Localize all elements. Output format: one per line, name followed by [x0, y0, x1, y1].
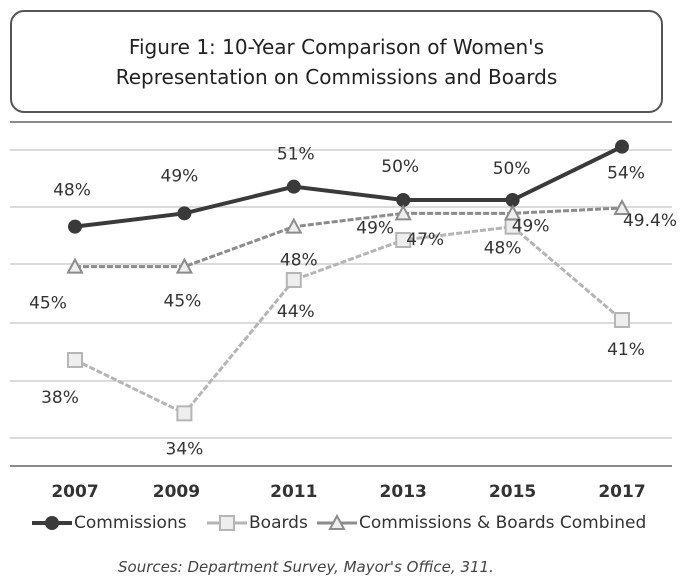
- x-tick-label: 2017: [598, 482, 645, 502]
- data-label: 45%: [29, 294, 67, 314]
- data-label: 48%: [280, 251, 318, 271]
- decoration: [10, 121, 672, 467]
- point: [177, 206, 192, 221]
- x-tick-label: 2007: [51, 482, 98, 502]
- series-line: [74, 225, 623, 416]
- data-label: 34%: [166, 439, 204, 459]
- data-label: 49%: [356, 218, 394, 238]
- data-label: 38%: [41, 388, 79, 408]
- point: [615, 139, 629, 154]
- data-label: 49.4%: [623, 211, 677, 231]
- point: [67, 352, 83, 368]
- chart-title: Figure 1: 10-Year Comparison of Women's …: [115, 34, 558, 89]
- data-label: 51%: [277, 145, 315, 165]
- point: [68, 219, 82, 234]
- point: [503, 204, 522, 221]
- point: [613, 198, 631, 215]
- point: [175, 257, 194, 274]
- legend-label: Commissions & Boards Combined: [359, 513, 646, 533]
- point: [66, 257, 84, 274]
- data-label: 44%: [277, 302, 315, 322]
- x-tick-label: 2009: [153, 482, 200, 502]
- data-label: 47%: [406, 230, 444, 250]
- legend-label: Boards: [249, 513, 308, 533]
- point: [395, 232, 412, 248]
- point: [614, 312, 630, 328]
- data-label: 41%: [607, 340, 645, 360]
- data-label: 50%: [381, 157, 419, 177]
- point: [394, 204, 412, 221]
- legend-marker: [45, 516, 59, 530]
- legend-label: Commissions: [74, 513, 187, 533]
- series-line: [74, 144, 623, 229]
- data-label: 50%: [493, 159, 531, 179]
- x-tick-label: 2011: [270, 482, 317, 502]
- point: [505, 193, 520, 207]
- point: [176, 405, 193, 422]
- point: [396, 193, 411, 207]
- data-label: 49%: [161, 166, 199, 186]
- point: [285, 272, 302, 288]
- point: [285, 217, 303, 234]
- title-box: Figure 1: 10-Year Comparison of Women's …: [10, 10, 663, 113]
- data-label: 48%: [484, 239, 522, 259]
- legend-marker: [328, 513, 346, 530]
- data-label: 48%: [53, 181, 91, 201]
- data-label: 45%: [164, 292, 202, 312]
- x-tick-label: 2013: [380, 482, 427, 502]
- data-label: 54%: [607, 164, 645, 184]
- legend-marker: [219, 515, 235, 531]
- series-line: [75, 206, 623, 269]
- data-label: 49%: [512, 216, 550, 236]
- source-note: Sources: Department Survey, Mayor's Offi…: [118, 558, 494, 576]
- point: [286, 179, 301, 194]
- x-tick-label: 2015: [489, 482, 536, 502]
